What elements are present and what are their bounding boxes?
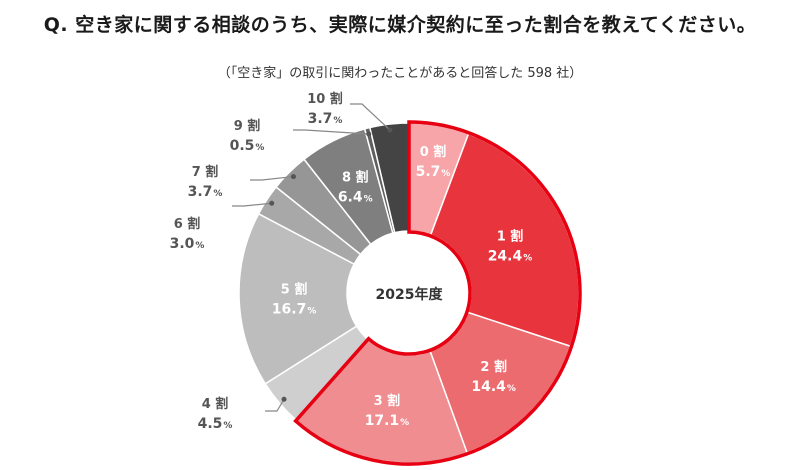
value-label: 0.5%	[230, 138, 265, 154]
category-label: 10 割	[307, 91, 343, 107]
chart-title: Q. 空き家に関する相談のうち、実際に媒介契約に至った割合を教えてください。	[43, 14, 757, 36]
value-label: 5.7%	[416, 164, 451, 180]
slice-label-6: 6 割 3.0%	[170, 216, 205, 252]
leader-dot-4	[281, 396, 287, 402]
value-label: 3.7%	[308, 111, 343, 127]
value-label: 3.7%	[188, 184, 223, 200]
leader-line-9	[293, 129, 369, 135]
slice-label-8: 8 割 6.4%	[338, 170, 373, 206]
slice-label-3: 3 割 17.1%	[365, 393, 410, 429]
donut-slices	[238, 122, 580, 464]
slice-label-5: 5 割 16.7%	[272, 282, 317, 318]
category-label: 7 割	[192, 164, 219, 180]
category-label: 3 割	[374, 393, 401, 409]
slice-label-10: 10 割 3.7%	[307, 91, 343, 127]
leader-dot-7	[290, 174, 296, 180]
category-label: 1 割	[497, 229, 524, 245]
slice-label-2: 2 割 14.4%	[471, 359, 516, 395]
category-label: 5 割	[281, 282, 308, 298]
category-label: 6 割	[174, 216, 201, 232]
leader-line-10	[350, 103, 391, 131]
slice-label-9: 9 割 0.5%	[230, 118, 265, 154]
slice-5	[238, 212, 358, 385]
value-label: 4.5%	[198, 416, 233, 432]
category-label: 8 割	[342, 170, 369, 186]
chart-subtitle: （「空き家」の取引に関わったことがあると回答した 598 社）	[217, 66, 583, 81]
value-label: 3.0%	[170, 236, 205, 252]
category-label: 4 割	[202, 396, 229, 412]
leader-line-6	[232, 202, 272, 207]
slice-label-1: 1 割 24.4%	[488, 229, 533, 265]
slice-label-7: 7 割 3.7%	[188, 164, 223, 200]
slice-label-4: 4 割 4.5%	[198, 396, 233, 432]
slice-labels: 0 割 5.7% 1 割 24.4% 2 割 14.4% 3 割 17.1% 4 割 4.5% 5 …	[170, 91, 533, 432]
value-label: 17.1%	[365, 413, 410, 429]
category-label: 0 割	[420, 144, 447, 160]
category-label: 2 割	[480, 359, 507, 375]
highlight-outline	[293, 120, 582, 466]
leader-line-4	[265, 398, 285, 412]
leader-line-7	[250, 175, 294, 181]
value-label: 24.4%	[488, 249, 533, 265]
category-label: 9 割	[234, 118, 261, 134]
leader-dot-6	[269, 200, 275, 206]
leader-dot-10	[387, 127, 393, 133]
center-label: 2025年度	[376, 286, 444, 303]
slice-label-0: 0 割 5.7%	[416, 144, 451, 180]
leader-dot-9	[366, 131, 372, 137]
value-label: 16.7%	[272, 302, 317, 318]
leader-lines	[232, 103, 393, 412]
value-label: 6.4%	[338, 190, 373, 206]
value-label: 14.4%	[471, 379, 516, 395]
